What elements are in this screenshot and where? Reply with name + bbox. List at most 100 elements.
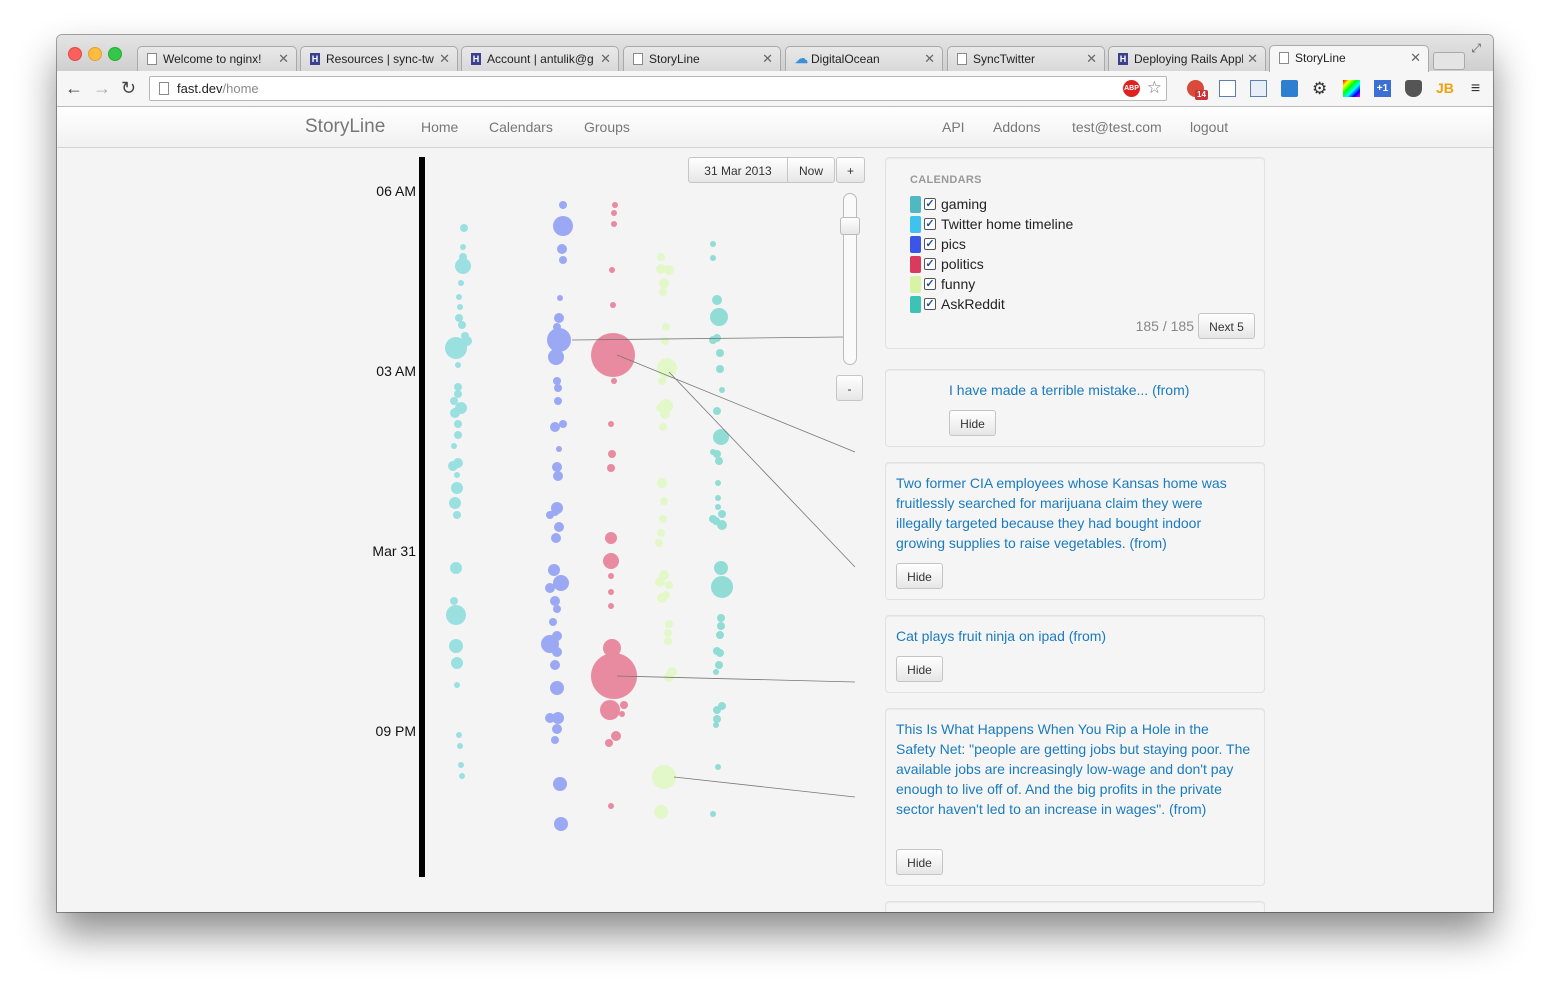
timeline-bubble[interactable] bbox=[554, 522, 564, 532]
timeline-bubble[interactable] bbox=[657, 529, 665, 537]
timeline-bubble[interactable] bbox=[454, 390, 462, 398]
new-tab-button[interactable] bbox=[1433, 52, 1465, 70]
checkbox-checked-icon[interactable]: ✓ bbox=[924, 218, 936, 230]
brand-link[interactable]: StoryLine bbox=[305, 116, 386, 137]
timeline-bubble[interactable] bbox=[712, 517, 720, 525]
timeline-bubble[interactable] bbox=[445, 337, 467, 359]
timeline-bubble[interactable] bbox=[454, 682, 460, 688]
checkbox-checked-icon[interactable]: ✓ bbox=[924, 258, 936, 270]
timeline-bubble[interactable] bbox=[455, 258, 471, 274]
reload-icon[interactable]: ↻ bbox=[121, 78, 137, 98]
timeline-bubble[interactable] bbox=[545, 713, 555, 723]
timeline-bubble[interactable] bbox=[713, 722, 719, 728]
timeline-bubble[interactable] bbox=[549, 618, 557, 626]
checkbox-checked-icon[interactable]: ✓ bbox=[924, 238, 936, 250]
color-picker-icon[interactable] bbox=[1343, 80, 1360, 97]
timeline-bubble[interactable] bbox=[713, 706, 721, 714]
timeline-bubble[interactable] bbox=[715, 457, 723, 465]
timeline-bubble[interactable] bbox=[719, 387, 725, 393]
browser-tab[interactable]: StoryLine ✕ bbox=[623, 46, 781, 71]
timeline-bubble[interactable] bbox=[553, 777, 567, 791]
timeline-bubble[interactable] bbox=[456, 294, 462, 300]
minimize-window-button[interactable] bbox=[88, 47, 102, 61]
timeline-bubble[interactable] bbox=[611, 731, 621, 741]
timeline-bubble[interactable] bbox=[458, 280, 464, 286]
close-window-button[interactable] bbox=[68, 47, 82, 61]
timeline-bubble[interactable] bbox=[713, 647, 721, 655]
timeline-bubble[interactable] bbox=[553, 216, 573, 236]
timeline-bubble[interactable] bbox=[710, 811, 716, 817]
timeline-bubble[interactable] bbox=[553, 575, 569, 591]
menu-icon[interactable]: ≡ bbox=[1470, 80, 1481, 97]
timeline-bubble[interactable] bbox=[660, 409, 670, 419]
timeline-bubble[interactable] bbox=[454, 383, 462, 391]
zoom-in-button[interactable]: + bbox=[836, 157, 865, 183]
timeline-bubble[interactable] bbox=[608, 589, 614, 595]
timeline-bubble[interactable] bbox=[557, 295, 563, 301]
timeline-bubble[interactable] bbox=[548, 564, 560, 576]
timeline-bubble[interactable] bbox=[655, 539, 663, 547]
nav-user-email[interactable]: test@test.com bbox=[1072, 119, 1162, 135]
nav-calendars[interactable]: Calendars bbox=[489, 119, 553, 135]
timeline-bubble[interactable] bbox=[450, 597, 458, 605]
timeline-bubble[interactable] bbox=[715, 504, 721, 510]
timeline-bubble[interactable] bbox=[600, 700, 620, 720]
timeline-bubble[interactable] bbox=[612, 202, 618, 208]
nav-home[interactable]: Home bbox=[421, 119, 459, 135]
timeline-bubble[interactable] bbox=[554, 313, 564, 323]
browser-tab-active[interactable]: StoryLine ✕ bbox=[1269, 45, 1429, 72]
timeline-bubble[interactable] bbox=[446, 605, 466, 625]
timeline-bubble[interactable] bbox=[659, 278, 669, 288]
close-icon[interactable]: ✕ bbox=[278, 51, 289, 66]
story-link[interactable]: I have made a terrible mistake... (from) bbox=[949, 382, 1190, 398]
timeline-bubble[interactable] bbox=[462, 336, 472, 346]
timeline-bubble[interactable] bbox=[710, 255, 716, 261]
timeline-bubble[interactable] bbox=[450, 408, 460, 418]
timeline-bubble[interactable] bbox=[460, 244, 466, 250]
forward-icon[interactable]: → bbox=[93, 78, 111, 98]
timeline-bubble[interactable] bbox=[545, 583, 555, 593]
browser-tab[interactable]: H Resources | sync-tw ✕ bbox=[300, 46, 458, 71]
checkbox-checked-icon[interactable]: ✓ bbox=[924, 198, 936, 210]
timeline-bubble[interactable] bbox=[550, 660, 560, 670]
timeline-bubble[interactable] bbox=[652, 765, 676, 789]
timeline-bubble[interactable] bbox=[710, 308, 728, 326]
timeline-bubble[interactable] bbox=[713, 450, 721, 458]
timeline-bubble[interactable] bbox=[551, 533, 561, 543]
timeline-bubble[interactable] bbox=[559, 420, 567, 428]
timeline-bubble[interactable] bbox=[552, 647, 562, 657]
timeline-bubble[interactable] bbox=[657, 253, 665, 261]
timeline-bubble[interactable] bbox=[718, 510, 726, 518]
timeline-bubble[interactable] bbox=[553, 377, 561, 385]
timeline-bubble[interactable] bbox=[557, 244, 567, 254]
timeline-bubble[interactable] bbox=[605, 739, 613, 747]
timeline-bubble[interactable] bbox=[611, 210, 617, 216]
date-button[interactable]: 31 Mar 2013 bbox=[688, 157, 788, 183]
browser-tab[interactable]: Welcome to nginx! ✕ bbox=[137, 46, 297, 71]
close-icon[interactable]: ✕ bbox=[1247, 51, 1258, 66]
timeline-bubble[interactable] bbox=[552, 462, 562, 472]
checkbox-checked-icon[interactable]: ✓ bbox=[924, 298, 936, 310]
timeline-bubble[interactable] bbox=[661, 337, 669, 345]
timeline-bubble[interactable] bbox=[456, 732, 462, 738]
timeline-bubble[interactable] bbox=[715, 495, 721, 501]
zoom-slider-handle[interactable] bbox=[840, 217, 860, 235]
url-text[interactable]: fast.dev/home bbox=[177, 81, 259, 96]
timeline-bubble[interactable] bbox=[710, 241, 716, 247]
checkbox-checked-icon[interactable]: ✓ bbox=[924, 278, 936, 290]
timeline-bubble[interactable] bbox=[552, 712, 564, 724]
timeline-bubble[interactable] bbox=[454, 420, 462, 428]
close-icon[interactable]: ✕ bbox=[600, 51, 611, 66]
timeline-bubble[interactable] bbox=[714, 561, 728, 575]
timeline-bubble[interactable] bbox=[448, 461, 458, 471]
timeline-bubble[interactable] bbox=[552, 724, 562, 734]
timeline-bubble[interactable] bbox=[547, 328, 571, 352]
timeline-bubble[interactable] bbox=[450, 562, 462, 574]
timeline-bubble[interactable] bbox=[611, 221, 617, 227]
close-icon[interactable]: ✕ bbox=[924, 51, 935, 66]
timeline-bubble[interactable] bbox=[554, 384, 562, 392]
timeline-bubble[interactable] bbox=[458, 762, 464, 768]
timeline-bubble[interactable] bbox=[455, 362, 461, 368]
browser-tab[interactable]: ☁ DigitalOcean ✕ bbox=[785, 46, 943, 71]
timeline-bubble[interactable] bbox=[554, 817, 568, 831]
